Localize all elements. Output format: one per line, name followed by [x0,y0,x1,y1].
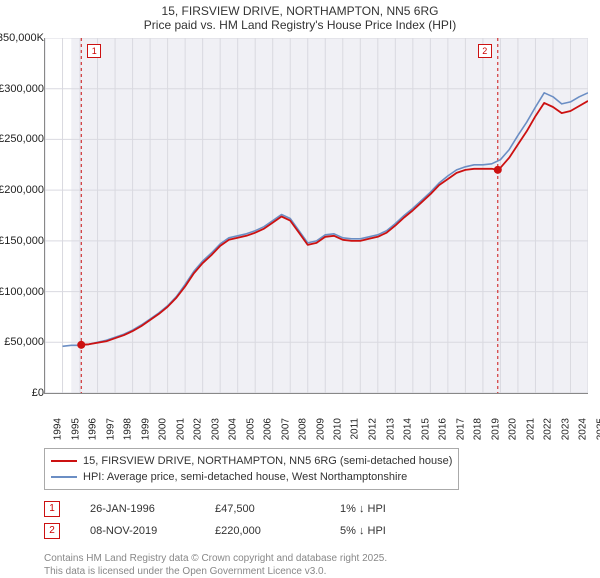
title-main: 15, FIRSVIEW DRIVE, NORTHAMPTON, NN5 6RG [0,4,600,18]
x-tick-label: 2019 [490,418,501,440]
x-tick-label: 2024 [578,418,589,440]
x-tick-label: 2003 [210,418,221,440]
legend-item: HPI: Average price, semi-detached house,… [51,469,452,485]
titles: 15, FIRSVIEW DRIVE, NORTHAMPTON, NN5 6RG… [0,0,600,32]
x-tick-label: 2012 [368,418,379,440]
y-tick-label: £250,000 [0,133,44,145]
legend-item: 15, FIRSVIEW DRIVE, NORTHAMPTON, NN5 6RG… [51,453,452,469]
sale-delta: 1% ↓ HPI [340,498,435,520]
sale-marker-badge: 1 [87,44,101,58]
x-tick-label: 2008 [297,418,308,440]
sale-date: 26-JAN-1996 [90,498,185,520]
legend: 15, FIRSVIEW DRIVE, NORTHAMPTON, NN5 6RG… [44,448,459,490]
x-tick-label: 1996 [87,418,98,440]
y-tick-label: £150,000 [0,235,44,247]
x-tick-label: 2000 [157,418,168,440]
sale-date: 08-NOV-2019 [90,520,185,542]
x-tick-label: 2015 [420,418,431,440]
y-tick-label: £350,000K [0,32,44,44]
plot: 12 [44,38,588,394]
sale-row-badge: 2 [44,523,60,539]
x-tick-label: 1997 [105,418,116,440]
y-axis: £0£50,000£100,000£150,000£200,000£250,00… [0,38,44,394]
sale-row: 1 26-JAN-1996 £47,500 1% ↓ HPI [44,498,588,520]
x-axis: 1994199519961997199819992000200120022003… [44,394,588,418]
legend-swatch [51,460,77,462]
footer-line2: This data is licensed under the Open Gov… [44,565,588,578]
x-tick-label: 2009 [315,418,326,440]
sales-table: 1 26-JAN-1996 £47,500 1% ↓ HPI 2 08-NOV-2019 £… [44,498,588,542]
chart-area: £0£50,000£100,000£150,000£200,000£250,00… [8,38,592,418]
x-tick-label: 2010 [333,418,344,440]
sale-delta: 5% ↓ HPI [340,520,435,542]
x-tick-label: 1999 [140,418,151,440]
x-tick-label: 2023 [560,418,571,440]
x-tick-label: 2018 [473,418,484,440]
legend-label: 15, FIRSVIEW DRIVE, NORTHAMPTON, NN5 6RG… [83,453,452,469]
x-tick-label: 2016 [438,418,449,440]
x-tick-label: 2001 [175,418,186,440]
x-tick-label: 2014 [403,418,414,440]
x-tick-label: 2022 [543,418,554,440]
footer-line1: Contains HM Land Registry data © Crown c… [44,552,588,565]
sale-marker-badge: 2 [478,44,492,58]
x-tick-label: 2025 [595,418,600,440]
x-tick-label: 2013 [385,418,396,440]
x-tick-label: 2017 [455,418,466,440]
sale-row: 2 08-NOV-2019 £220,000 5% ↓ HPI [44,520,588,542]
x-tick-label: 2006 [262,418,273,440]
x-tick-label: 2021 [525,418,536,440]
y-tick-label: £50,000 [4,336,44,348]
footer: Contains HM Land Registry data © Crown c… [44,552,588,578]
legend-swatch [51,476,77,478]
x-tick-label: 2020 [508,418,519,440]
y-tick-label: £100,000 [0,286,44,298]
x-tick-label: 2004 [227,418,238,440]
x-tick-label: 1998 [122,418,133,440]
x-tick-label: 2007 [280,418,291,440]
y-tick-label: £0 [32,387,44,399]
y-tick-label: £200,000 [0,184,44,196]
title-sub: Price paid vs. HM Land Registry's House … [0,18,600,32]
chart-container: 15, FIRSVIEW DRIVE, NORTHAMPTON, NN5 6RG… [0,0,600,560]
sale-price: £220,000 [215,520,310,542]
x-tick-label: 2005 [245,418,256,440]
y-tick-label: £300,000 [0,83,44,95]
x-tick-label: 1995 [70,418,81,440]
legend-label: HPI: Average price, semi-detached house,… [83,469,407,485]
sale-row-badge: 1 [44,501,60,517]
sale-price: £47,500 [215,498,310,520]
x-tick-label: 2011 [349,418,360,440]
x-tick-label: 2002 [192,418,203,440]
x-tick-label: 1994 [52,418,63,440]
